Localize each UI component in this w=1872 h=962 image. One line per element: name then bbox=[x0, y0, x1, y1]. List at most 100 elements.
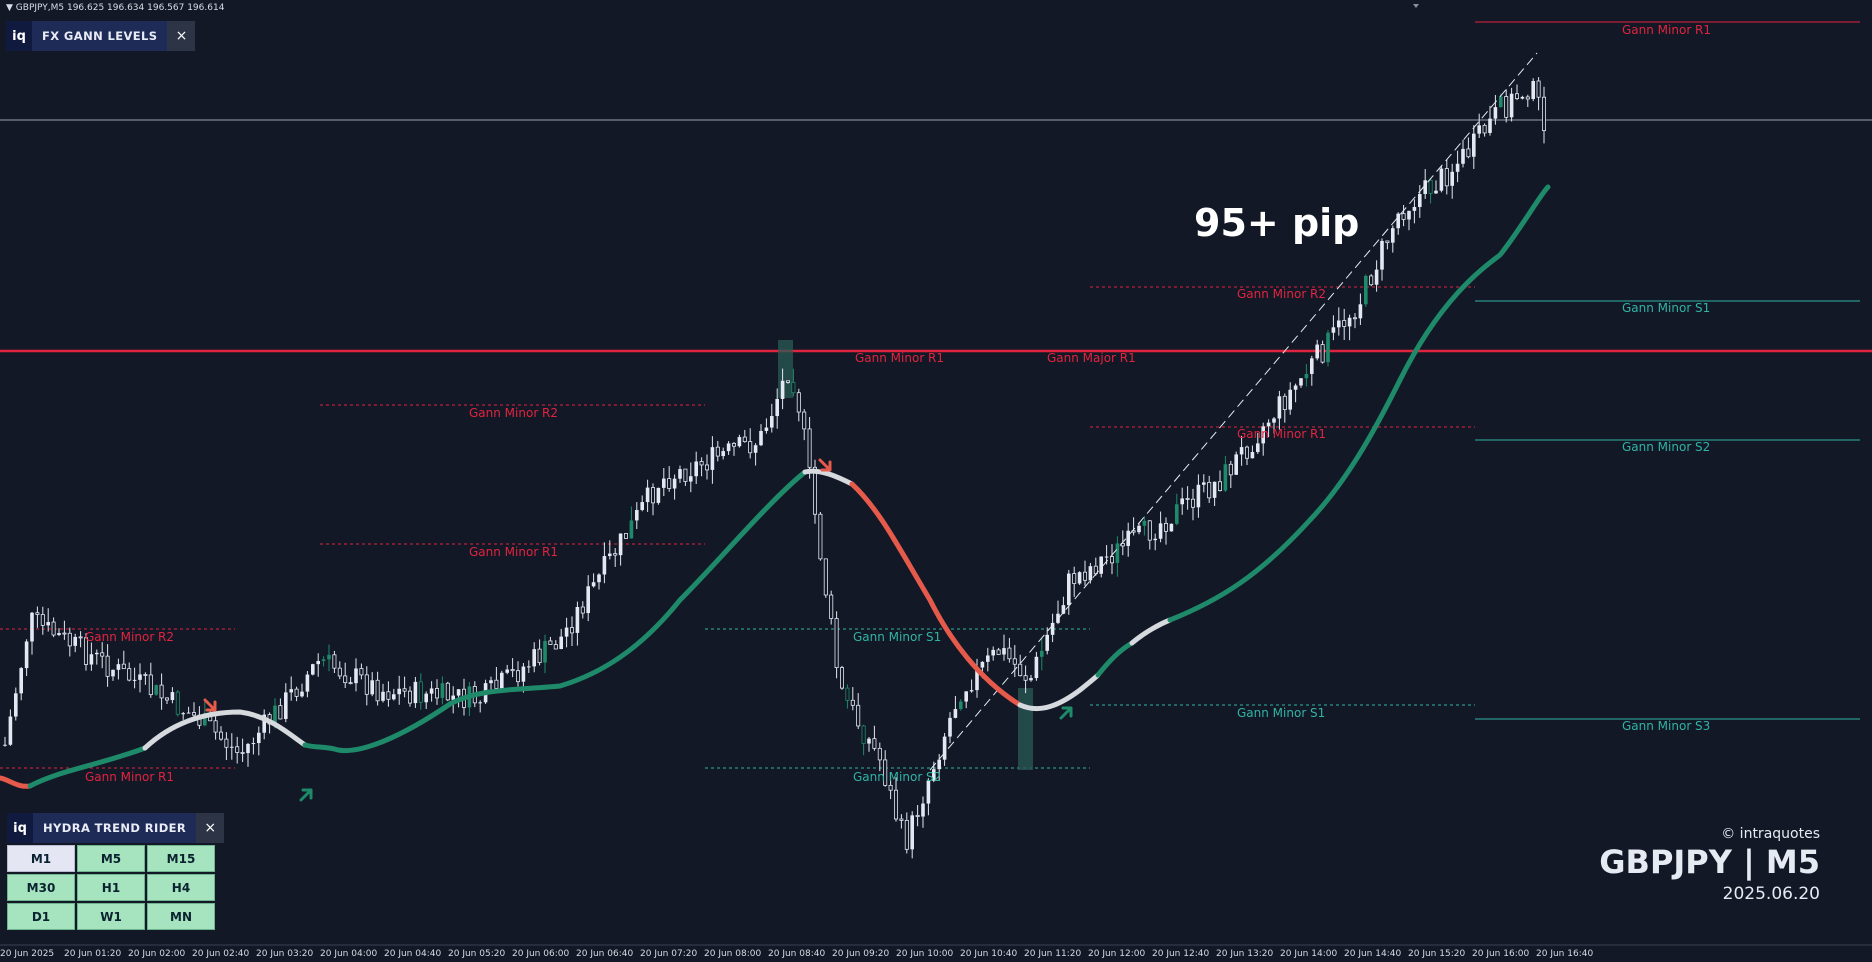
candle-body bbox=[138, 674, 142, 680]
candle-body bbox=[1234, 454, 1238, 475]
candle-body bbox=[1282, 395, 1287, 411]
candle-body bbox=[1169, 523, 1174, 532]
trend-line-segment bbox=[27, 745, 148, 789]
candle-body bbox=[1239, 447, 1244, 455]
candle-body bbox=[24, 641, 29, 669]
trend-line-segment bbox=[1129, 617, 1173, 646]
gann-level-label: Gann Minor R2 bbox=[85, 630, 174, 644]
gann-level-label: Gann Minor R2 bbox=[1237, 287, 1326, 301]
candle-body bbox=[181, 713, 185, 715]
candle-body bbox=[775, 398, 779, 417]
candle-body bbox=[1444, 168, 1449, 187]
candle-body bbox=[240, 752, 245, 754]
candle-body bbox=[710, 447, 715, 470]
candle-body bbox=[1477, 125, 1481, 134]
candle-body bbox=[1531, 81, 1535, 100]
time-axis-label: 20 Jun 16:40 bbox=[1536, 949, 1593, 959]
candle-body bbox=[1310, 358, 1314, 374]
gann-panel-title[interactable]: FX GANN LEVELS bbox=[32, 21, 168, 51]
time-axis-label: 20 Jun 08:40 bbox=[768, 949, 825, 959]
candle-body bbox=[392, 694, 396, 700]
candle-body bbox=[823, 558, 828, 596]
candle-body bbox=[699, 461, 704, 466]
candle-body bbox=[8, 716, 13, 745]
candle-body bbox=[1331, 327, 1336, 333]
candle-body bbox=[1083, 571, 1088, 581]
trend-line-segment bbox=[1017, 672, 1101, 711]
candle-body bbox=[1466, 148, 1471, 158]
candle-body bbox=[40, 614, 45, 626]
candle-body bbox=[786, 380, 791, 383]
candle-body bbox=[1353, 317, 1358, 320]
candle-body bbox=[818, 513, 823, 560]
candle-body bbox=[1358, 304, 1363, 319]
candle-body bbox=[332, 654, 337, 669]
candle-body bbox=[840, 667, 845, 689]
gann-panel-close-button[interactable]: × bbox=[167, 21, 196, 51]
candle-body bbox=[996, 649, 1001, 655]
timeframe-button-d1[interactable]: D1 bbox=[7, 903, 75, 930]
candle-body bbox=[418, 681, 423, 703]
candle-body bbox=[364, 674, 369, 695]
candle-body bbox=[1223, 464, 1228, 491]
candle-body bbox=[969, 690, 974, 692]
chart-shift-marker bbox=[1413, 4, 1419, 8]
candle-body bbox=[62, 632, 67, 635]
gann-level-label: Gann Minor S2 bbox=[1622, 440, 1710, 454]
candle-body bbox=[635, 510, 639, 521]
candle-body bbox=[1499, 96, 1503, 108]
timeframe-button-mn[interactable]: MN bbox=[147, 903, 215, 930]
trend-rider-close-button[interactable]: × bbox=[196, 813, 225, 843]
collapse-triangle-icon[interactable]: ▼ bbox=[6, 3, 13, 13]
timeframe-selector: M1 M5 M15 M30 H1 H4 D1 W1 MN bbox=[7, 845, 215, 930]
gann-levels-panel-header: iq FX GANN LEVELS × bbox=[6, 21, 196, 51]
timeframe-button-h1[interactable]: H1 bbox=[77, 874, 145, 901]
candle-body bbox=[732, 443, 737, 447]
candle-body bbox=[575, 606, 580, 633]
timeframe-button-m15[interactable]: M15 bbox=[147, 845, 215, 872]
candle-body bbox=[1364, 275, 1368, 305]
candle-body bbox=[516, 670, 521, 683]
candle-body bbox=[872, 738, 877, 749]
trend-rider-panel-title[interactable]: HYDRA TREND RIDER bbox=[33, 813, 197, 843]
candle-body bbox=[164, 697, 169, 701]
candle-body bbox=[953, 709, 958, 718]
candle-body bbox=[1110, 556, 1115, 564]
time-axis-label: 20 Jun 07:20 bbox=[640, 949, 697, 959]
candle-body bbox=[1439, 168, 1444, 191]
trend-rider-panel-header: iq HYDRA TREND RIDER × bbox=[7, 813, 225, 843]
timeframe-button-h4[interactable]: H4 bbox=[147, 874, 215, 901]
time-axis: 20 Jun 2025 20 Jun 01:20 20 Jun 02:00 20 Ju… bbox=[0, 949, 1593, 959]
candle-body bbox=[867, 738, 871, 744]
candle-body bbox=[921, 803, 925, 817]
time-axis-label: 20 Jun 16:00 bbox=[1472, 949, 1529, 959]
candle-body bbox=[1423, 180, 1427, 195]
candle-body bbox=[57, 633, 61, 635]
candle-body bbox=[1461, 148, 1465, 164]
timeframe-button-w1[interactable]: W1 bbox=[77, 903, 145, 930]
candle-body bbox=[1428, 179, 1433, 194]
candle-body bbox=[802, 411, 807, 430]
brand-pair-title: GBPJPY | M5 bbox=[1599, 843, 1820, 881]
candle-body bbox=[1067, 573, 1071, 606]
time-axis-label: 20 Jun 13:20 bbox=[1216, 949, 1273, 959]
candle-body bbox=[527, 666, 531, 668]
candle-body bbox=[67, 632, 72, 647]
candle-body bbox=[899, 818, 904, 821]
candle-body bbox=[737, 437, 742, 447]
candle-body bbox=[1196, 484, 1201, 508]
candle-body bbox=[1180, 498, 1184, 505]
candle-body bbox=[273, 705, 277, 724]
candle-body bbox=[861, 725, 866, 744]
candle-body bbox=[959, 701, 963, 710]
timeframe-button-m5[interactable]: M5 bbox=[77, 845, 145, 872]
candle-body bbox=[327, 654, 331, 660]
timeframe-button-m1[interactable]: M1 bbox=[7, 845, 75, 872]
candle-body bbox=[613, 553, 618, 556]
candle-body bbox=[3, 744, 7, 746]
candle-body bbox=[440, 683, 445, 698]
timeframe-button-m30[interactable]: M30 bbox=[7, 874, 75, 901]
trend-line-segment bbox=[1167, 184, 1551, 623]
candle-body bbox=[1509, 93, 1514, 118]
